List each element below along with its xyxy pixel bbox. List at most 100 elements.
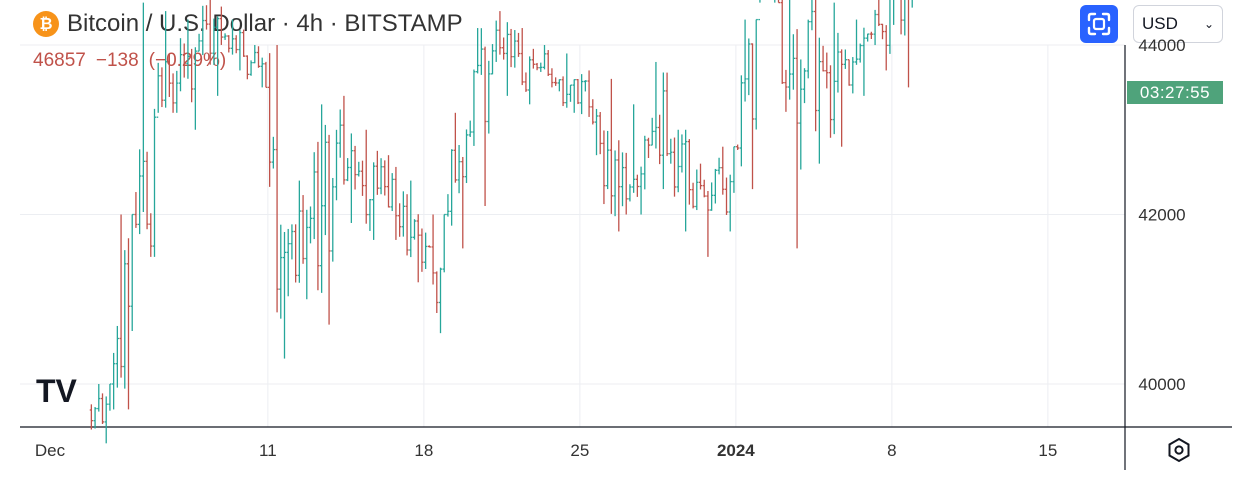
ohlc-bar: [650, 117, 654, 146]
ohlc-bar: [513, 30, 517, 68]
ohlc-bar: [490, 44, 495, 75]
ohlc-bar: [190, 48, 194, 103]
ohlc-bar: [379, 158, 383, 195]
ohlc-bar: [130, 213, 134, 331]
fullscreen-icon: [1087, 12, 1111, 36]
x-tick-label: 15: [1038, 441, 1057, 460]
ohlc-bar: [598, 112, 602, 155]
ohlc-bar: [138, 149, 142, 235]
ohlc-bar: [802, 68, 807, 104]
ohlc-bar: [691, 182, 695, 209]
ohlc-bar: [602, 130, 606, 205]
ohlc-bar: [840, 49, 844, 147]
ohlc-bar: [880, 23, 885, 40]
ohlc-bar: [331, 177, 335, 262]
fullscreen-button[interactable]: [1080, 5, 1118, 43]
ohlc-bar: [427, 245, 431, 248]
ohlc-bar: [721, 146, 725, 195]
ohlc-bar: [911, 0, 913, 8]
ohlc-bar: [93, 407, 97, 429]
ohlc-bar: [498, 11, 502, 55]
ohlc-bar: [795, 29, 799, 249]
x-tick-label: 18: [414, 441, 433, 460]
ohlc-bar: [732, 146, 736, 193]
ohlc-bar: [632, 104, 636, 193]
y-tick-label: 40000: [1138, 375, 1185, 394]
ohlc-bar: [665, 72, 669, 157]
ohlc-bar: [171, 73, 175, 113]
ohlc-bar: [617, 140, 621, 232]
ohlc-bar: [353, 145, 357, 190]
ohlc-bar: [156, 62, 160, 118]
ohlc-bar: [360, 160, 365, 196]
ohlc-bar: [524, 72, 528, 92]
ohlc-bar: [643, 135, 647, 190]
ohlc-bar: [234, 35, 238, 54]
ohlc-bar: [698, 163, 703, 190]
ohlc-bar: [364, 129, 368, 224]
chevron-down-icon: ⌄: [1203, 17, 1214, 31]
ohlc-bar: [821, 45, 825, 72]
ohlc-bar: [308, 206, 313, 244]
ohlc-bar: [583, 80, 587, 92]
ohlc-bar: [349, 133, 353, 223]
ohlc-bar: [736, 144, 740, 150]
ohlc-bar: [791, 34, 795, 90]
ohlc-bar: [390, 173, 394, 212]
ohlc-bar: [847, 59, 851, 86]
ohlc-bar: [126, 238, 131, 410]
ohlc-bar: [290, 224, 294, 260]
ohlc-bar: [323, 124, 327, 236]
ohlc-bar: [301, 195, 305, 264]
ohlc-bar: [672, 137, 677, 197]
ohlc-bar: [836, 32, 840, 93]
ohlc-bar: [472, 69, 476, 146]
ohlc-bar: [230, 19, 235, 55]
ohlc-bar: [305, 209, 309, 300]
settings-hexagon-icon[interactable]: [1163, 434, 1195, 466]
ohlc-bar: [743, 19, 747, 102]
ohlc-bar: [386, 155, 391, 208]
ohlc-bar: [193, 47, 197, 130]
ohlc-bar: [412, 219, 417, 240]
ohlc-bar: [145, 151, 149, 230]
ohlc-bar: [687, 139, 691, 205]
ohlc-bar: [620, 152, 625, 207]
ohlc-bar: [219, 6, 223, 45]
ohlc-bar: [141, 2, 145, 213]
ohlc-bar: [565, 53, 569, 108]
ohlc-bar: [227, 35, 231, 53]
x-tick-label: Dec: [35, 441, 66, 460]
ohlc-bar: [256, 46, 261, 68]
ohlc-bar: [528, 56, 532, 105]
ohlc-bar: [487, 60, 491, 134]
ohlc-bar: [828, 65, 833, 138]
ohlc-bar: [594, 108, 599, 156]
ohlc-bar: [695, 169, 699, 211]
ohlc-bar: [275, 45, 279, 313]
ohlc-bar: [468, 120, 472, 137]
ohlc-bar: [854, 19, 859, 65]
ohlc-bar: [212, 18, 216, 65]
currency-select[interactable]: USD ⌄: [1133, 5, 1223, 43]
ohlc-bar: [201, 5, 205, 56]
ohlc-bar: [223, 33, 227, 40]
ohlc-bar: [888, 0, 891, 54]
bitcoin-logo-icon: ₿: [33, 11, 59, 37]
ohlc-bar: [900, 0, 903, 35]
ohlc-bar: [271, 136, 275, 169]
ohlc-bar: [152, 108, 157, 257]
ohlc-bar: [431, 214, 435, 285]
ohlc-bar: [613, 150, 617, 217]
ohlc-bar: [216, 16, 220, 96]
ohlc-bar: [635, 174, 639, 197]
ohlc-bar: [680, 134, 684, 173]
ohlc-bar: [175, 70, 179, 113]
ohlc-bar: [702, 179, 706, 198]
ohlc-bar: [297, 180, 301, 283]
ohlc-bar: [832, 2, 836, 135]
ohlc-bar: [747, 38, 751, 96]
ohlc-bar: [509, 28, 513, 68]
ohlc-bar: [609, 78, 613, 214]
